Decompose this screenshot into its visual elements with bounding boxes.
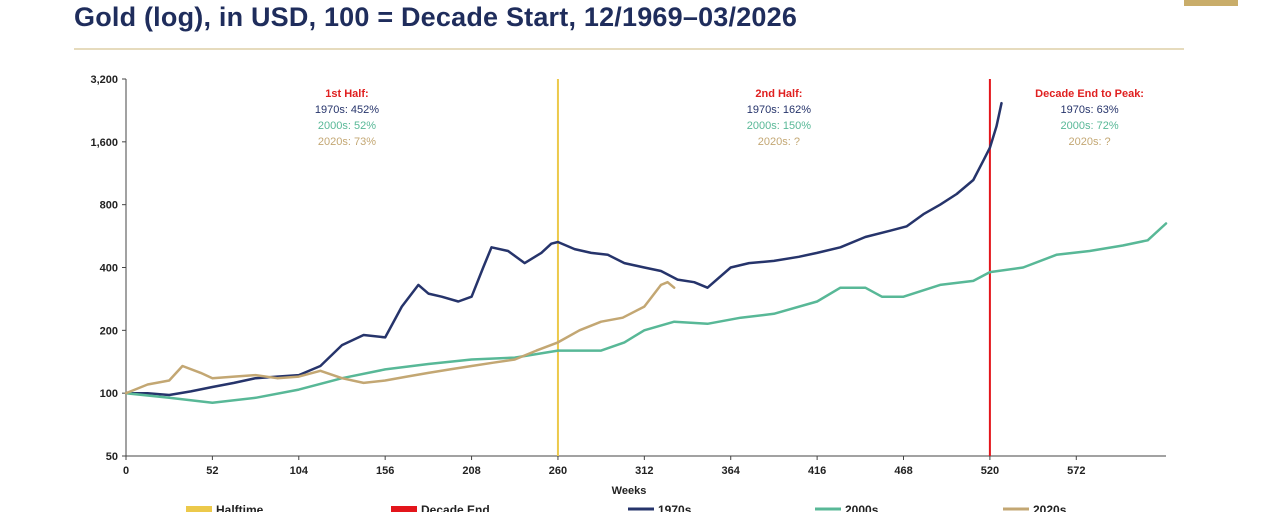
annotation-line: 2020s: 73% [318, 136, 376, 148]
y-tick-label: 400 [100, 263, 118, 275]
x-tick-label: 364 [722, 465, 741, 477]
chart-legend: Halftime Decade End 1970s 2000s 2020s [186, 503, 1067, 512]
x-tick-label: 260 [549, 465, 567, 477]
x-tick-label: 520 [981, 465, 999, 477]
chart-title: Gold (log), in USD, 100 = Decade Start, … [74, 2, 798, 32]
legend-label: 1970s [658, 503, 692, 512]
series-line-2020s [124, 280, 676, 395]
legend-swatch [391, 506, 417, 512]
annotation-line: 2020s: ? [758, 136, 800, 148]
x-axis-title: Weeks [612, 485, 647, 497]
annotation-line: 1970s: 63% [1061, 104, 1119, 116]
annotation-line: 2000s: 72% [1061, 120, 1119, 132]
y-tick-label: 3,200 [90, 74, 118, 86]
x-tick-label: 416 [808, 465, 826, 477]
legend-label: 2000s [845, 503, 879, 512]
annotation-title: Decade End to Peak: [1035, 88, 1144, 100]
legend-label: 2020s [1033, 503, 1067, 512]
series-line-1970s [124, 101, 1003, 397]
legend-label: Halftime [216, 503, 264, 512]
x-tick-label: 52 [206, 465, 218, 477]
annotation-title: 2nd Half: [755, 88, 802, 100]
x-tick-label: 312 [635, 465, 653, 477]
series-line-2000s [124, 222, 1168, 404]
annotation-title: 1st Half: [325, 88, 368, 100]
chart-axes: 50 100 200 400 800 1,600 3,200 0 52 104 156 208 260 3… [90, 74, 1166, 497]
x-tick-label: 156 [376, 465, 394, 477]
legend-swatch [186, 506, 212, 512]
x-tick-label: 104 [290, 465, 309, 477]
chart-series-group [124, 101, 1168, 404]
y-tick-label: 1,600 [90, 137, 118, 149]
x-tick-label: 0 [123, 465, 129, 477]
annotation-line: 2020s: ? [1068, 136, 1110, 148]
chart-vertical-lines [556, 79, 991, 456]
annotation-line: 1970s: 162% [747, 104, 811, 116]
legend-label: Decade End [421, 503, 490, 512]
title-divider [74, 48, 1184, 50]
brand-accent-tab [1184, 0, 1238, 6]
y-tick-label: 100 [100, 388, 118, 400]
y-tick-label: 50 [106, 451, 118, 463]
chart-annotations: 1st Half: 1970s: 452% 2000s: 52% 2020s: 73%… [315, 88, 1144, 148]
x-tick-label: 468 [894, 465, 912, 477]
annotation-line: 2000s: 52% [318, 120, 376, 132]
y-tick-label: 800 [100, 200, 118, 212]
x-tick-label: 572 [1067, 465, 1085, 477]
annotation-line: 1970s: 452% [315, 104, 379, 116]
x-tick-label: 208 [462, 465, 480, 477]
annotation-line: 2000s: 150% [747, 120, 811, 132]
y-tick-label: 200 [100, 325, 118, 337]
